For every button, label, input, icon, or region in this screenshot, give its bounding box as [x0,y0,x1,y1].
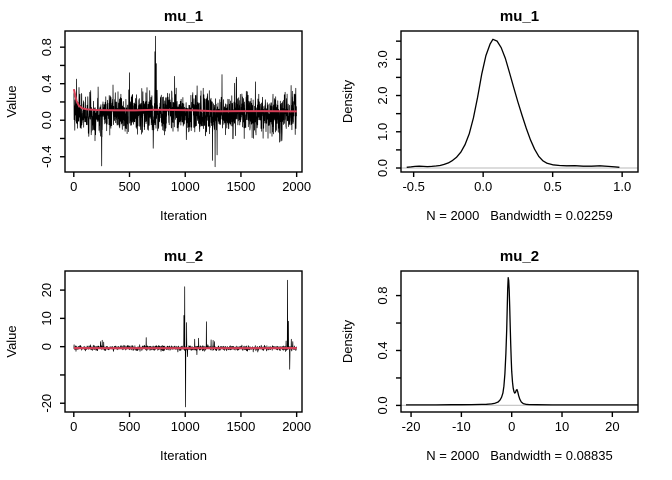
x-tick-label: 0 [508,419,515,434]
panel-title: mu_1 [164,8,203,25]
x-tick-label: 0.5 [544,179,562,194]
y-tick-label: 20 [39,283,54,297]
trace-plot-mu2-panel: mu_2 0 500 1000 1500 2000 -20 0 10 20 Value Iterati… [4,248,311,463]
sample-info-label: N = 2000 Bandwidth = 0.08835 [426,448,612,463]
x-tick-label: -10 [452,419,471,434]
x-tick-label: 500 [119,419,141,434]
y-tick-label: -20 [39,394,54,413]
y-tick-label: 1.0 [375,123,390,141]
mcmc-trace-line [73,35,297,168]
plot-box [400,270,639,413]
x-tick-label: 1500 [226,419,255,434]
x-tick-label: 0 [70,179,77,194]
y-tick-label: 0.8 [375,287,390,305]
x-tick-label: -20 [402,419,421,434]
y-tick-label: 0.0 [39,111,54,129]
y-axis-label: Density [340,79,355,123]
y-tick-label: -0.4 [39,146,54,168]
smoothed-mean-line [72,88,297,113]
x-tick-label: 0 [70,419,77,434]
x-tick-label: 2000 [282,179,311,194]
x-tick-label: 1500 [226,179,255,194]
density-curve [406,38,620,168]
panel-title: mu_2 [500,248,539,265]
plot-box [64,270,303,413]
density-plot-mu2-panel: mu_2 -20 -10 0 10 20 0.0 0.4 0.8 Density N = 2000 … [340,248,639,463]
y-tick-label: 0.0 [375,159,390,177]
x-tick-label: 1000 [171,179,200,194]
x-tick-label: 0.0 [474,179,492,194]
x-tick-label: 10 [555,419,569,434]
mcmc-trace-line [73,279,298,408]
y-axis-label: Value [4,325,19,357]
x-tick-label: 2000 [282,419,311,434]
y-tick-label: 10 [39,311,54,325]
x-tick-label: 20 [605,419,619,434]
y-tick-label: 0.8 [39,38,54,56]
y-tick-label: 0 [39,343,54,350]
x-tick-label: 1.0 [613,179,631,194]
panel-title: mu_2 [164,248,203,265]
density-curve [406,277,638,406]
plot-box [400,30,639,173]
x-tick-label: -0.5 [402,179,424,194]
panel-title: mu_1 [500,8,539,25]
y-tick-label: 3.0 [375,50,390,68]
x-axis-label: Iteration [160,448,207,463]
sample-info-label: N = 2000 Bandwidth = 0.02259 [426,208,612,223]
trace-plot-mu1-panel: mu_1 0 500 1000 1500 2000 -0.4 0.0 0.4 0.8 Value It… [4,8,311,223]
x-tick-label: 500 [119,179,141,194]
y-tick-label: 0.0 [375,396,390,414]
y-tick-label: 2.0 [375,86,390,104]
density-plot-mu1-panel: mu_1 -0.5 0.0 0.5 1.0 0.0 1.0 2.0 3.0 Density N = … [340,8,639,223]
y-tick-label: 0.4 [375,341,390,359]
y-tick-label: 0.4 [39,75,54,93]
x-axis-label: Iteration [160,208,207,223]
plot-box [64,30,303,173]
y-axis-label: Density [340,319,355,363]
x-tick-label: 1000 [171,419,200,434]
y-axis-label: Value [4,85,19,117]
